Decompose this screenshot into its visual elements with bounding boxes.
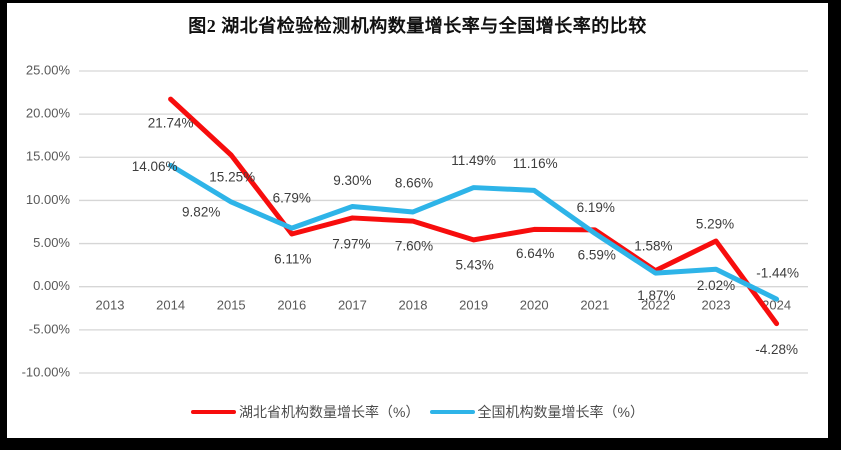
x-axis-category-label: 2019	[459, 297, 488, 312]
x-axis-category-label: 2015	[217, 297, 246, 312]
national-data-label: 1.58%	[634, 239, 672, 254]
x-axis-category-label: 2018	[399, 297, 428, 312]
x-axis-category-label: 2023	[702, 297, 731, 312]
hubei-series-line	[168, 96, 780, 327]
hubei-data-label: 7.60%	[395, 239, 433, 254]
hubei-line-swatch	[191, 410, 237, 414]
x-axis-category-label: 2021	[580, 297, 609, 312]
hubei-data-label: 7.97%	[332, 236, 370, 251]
legend-item-national: 全国机构数量增长率（%）	[429, 402, 644, 422]
national-data-label: 9.82%	[182, 205, 220, 220]
chart-panel: 图2 湖北省检验检测机构数量增长率与全国增长率的比较 25.00% 20.00% 1…	[7, 3, 828, 438]
hubei-data-label: 5.43%	[455, 257, 493, 272]
chart-legend: 湖北省机构数量增长率（%） 全国机构数量增长率（%）	[7, 402, 828, 422]
y-axis-tick-label: 0.00%	[33, 278, 70, 293]
x-axis-category-label: 2024	[762, 297, 791, 312]
hubei-data-label: 1,87%	[637, 288, 675, 303]
hubei-data-label: -4.28%	[755, 342, 798, 357]
y-axis-tick-label: 15.00%	[26, 149, 71, 164]
national-data-label: 6.19%	[577, 200, 615, 215]
legend-label-national: 全国机构数量增长率（%）	[477, 404, 644, 420]
national-data-label: -1.44%	[756, 266, 799, 281]
hubei-data-label: 6.59%	[578, 247, 616, 262]
national-data-label: 11.49%	[451, 153, 496, 168]
x-axis-category-label: 2022	[641, 297, 670, 312]
legend-item-hubei: 湖北省机构数量增长率（%）	[191, 402, 420, 422]
national-data-label: 14.06%	[132, 159, 178, 174]
legend-label-hubei: 湖北省机构数量增长率（%）	[239, 404, 420, 420]
x-axis-category-label: 2020	[520, 297, 549, 312]
hubei-data-label: 6.11%	[274, 252, 311, 267]
x-axis-category-label: 2017	[338, 297, 367, 312]
x-axis-category-label: 2016	[277, 297, 306, 312]
line-chart: 25.00% 20.00% 15.00% 10.00% 5.00% 0.00% -5.00%…	[22, 62, 808, 379]
national-line-swatch	[429, 410, 475, 414]
hubei-data-label: 21.74%	[148, 116, 194, 131]
x-axis-category-label: 2013	[96, 297, 125, 312]
y-axis-tick-label: -5.00%	[29, 321, 71, 336]
y-axis-tick-label: -10.00%	[22, 364, 71, 379]
y-axis-tick-label: 25.00%	[26, 62, 71, 77]
y-axis-tick-label: 5.00%	[33, 235, 70, 250]
chart-title: 图2 湖北省检验检测机构数量增长率与全国增长率的比较	[188, 16, 647, 36]
national-series-line	[168, 162, 780, 302]
hubei-data-label: 5.29%	[696, 217, 734, 232]
y-axis-tick-label: 20.00%	[26, 106, 71, 121]
national-data-label: 9.30%	[333, 173, 371, 188]
national-data-label: 6.79%	[273, 191, 311, 206]
hubei-data-label: 6.64%	[516, 246, 554, 261]
y-axis-tick-label: 10.00%	[26, 192, 71, 207]
x-axis-category-label: 2014	[156, 297, 185, 312]
national-data-label: 11.16%	[513, 156, 558, 171]
national-data-label: 2.02%	[697, 278, 735, 293]
national-data-label: 8.66%	[395, 176, 433, 191]
hubei-data-label: 15.25%	[209, 170, 255, 185]
